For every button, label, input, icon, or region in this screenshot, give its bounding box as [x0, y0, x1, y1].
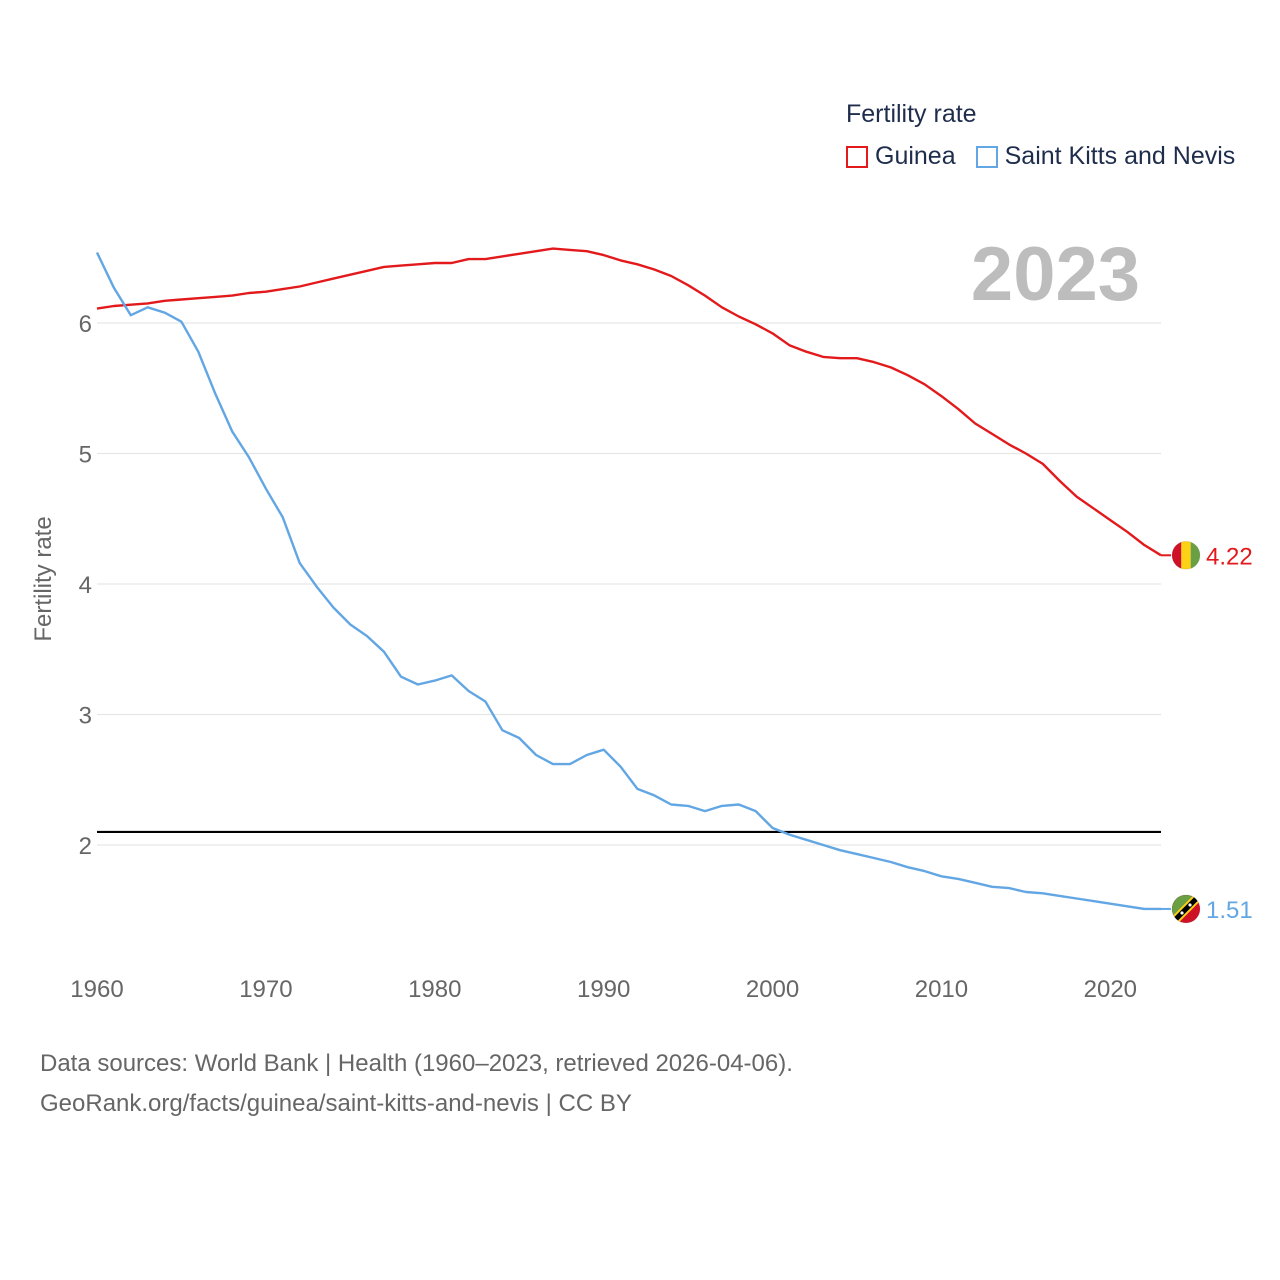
x-tick-label: 1970 — [239, 976, 292, 1003]
end-markers-layer: 4.22 1.51 — [1161, 540, 1253, 924]
flag-icon-guinea — [1171, 540, 1201, 570]
x-tick-label: 2020 — [1084, 976, 1137, 1003]
y-tick-label: 5 — [79, 442, 92, 469]
y-axis-label: Fertility rate — [30, 516, 57, 641]
x-tick-label: 1960 — [70, 976, 123, 1003]
y-tick-label: 4 — [79, 572, 92, 599]
x-tick-label: 2000 — [746, 976, 799, 1003]
footer-sources: Data sources: World Bank | Health (1960–… — [40, 1050, 793, 1077]
grid-layer — [97, 322, 1161, 846]
footer-link[interactable]: GeoRank.org/facts/guinea/saint-kitts-and… — [40, 1090, 632, 1117]
series-line-guinea[interactable] — [96, 247, 1162, 557]
x-tick-label: 1980 — [408, 976, 461, 1003]
end-value-label-guinea: 4.22 — [1206, 543, 1253, 570]
series-line-saint-kitts-and-nevis[interactable] — [95, 251, 1161, 911]
y-tick-label: 2 — [79, 833, 92, 860]
legend-item-saint-kitts-and-nevis[interactable]: Saint Kitts and Nevis — [975, 142, 1236, 171]
legend-label-guinea: Guinea — [875, 142, 956, 170]
legend-swatch-guinea — [846, 145, 868, 168]
axis-layer: 2 3 4 5 6 1960 1970 1980 1990 2000 2010 2020 — [70, 311, 1137, 1003]
series-layer — [95, 247, 1162, 911]
y-tick-label: 3 — [79, 703, 92, 730]
legend: Guinea Saint Kitts and Nevis — [846, 142, 1255, 171]
legend-label-saint-kitts-and-nevis: Saint Kitts and Nevis — [1004, 142, 1236, 170]
legend-item-guinea[interactable]: Guinea — [846, 142, 956, 171]
x-tick-label: 2010 — [915, 976, 968, 1003]
legend-swatch-saint-kitts-and-nevis — [975, 145, 998, 168]
flag-icon-saint-kitts-and-nevis — [1171, 894, 1201, 924]
end-value-label-saint-kitts-and-nevis: 1.51 — [1206, 897, 1253, 924]
x-tick-label: 1990 — [577, 976, 630, 1003]
y-tick-label: 6 — [79, 311, 92, 338]
legend-title: Fertility rate — [846, 100, 977, 128]
year-watermark: 2023 — [971, 232, 1140, 317]
footer: Data sources: World Bank | Health (1960–… — [40, 1044, 793, 1124]
